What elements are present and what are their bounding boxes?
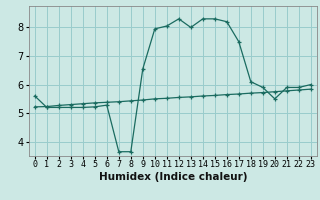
X-axis label: Humidex (Indice chaleur): Humidex (Indice chaleur) [99,172,247,182]
